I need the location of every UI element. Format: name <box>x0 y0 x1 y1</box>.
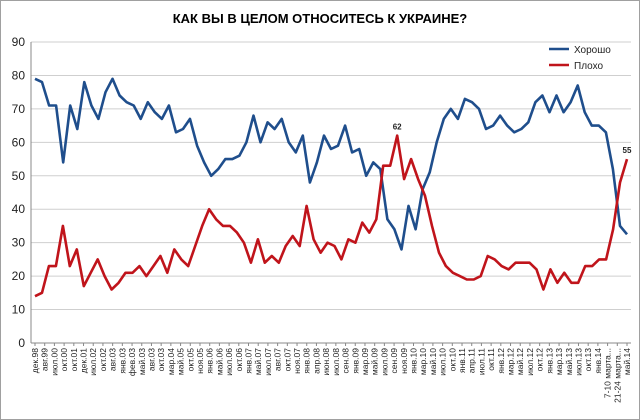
x-tick-label: янв.03 <box>117 348 127 374</box>
x-tick-label: май.10 <box>428 348 438 375</box>
x-tick-label: авг.07 <box>273 348 283 371</box>
x-tick-label: окт.13 <box>583 348 593 372</box>
x-tick-label: май.03 <box>137 348 147 375</box>
y-tick-label: 0 <box>18 336 25 350</box>
y-tick-label: 10 <box>12 303 26 317</box>
x-tick-label: янв.07 <box>244 348 254 374</box>
x-tick-label: мар.09 <box>360 348 370 375</box>
x-tick-label: май.14 <box>622 348 632 375</box>
x-tick-label: ноя.07 <box>292 348 302 374</box>
x-tick-label: май.12 <box>515 348 525 375</box>
x-tick-label: май.07 <box>253 348 263 375</box>
x-tick-label: мар.13 <box>554 348 564 375</box>
data-labels: 62 55 <box>393 123 632 155</box>
x-tick-label: апр.11 <box>467 348 477 374</box>
data-label: 62 <box>393 123 402 132</box>
x-tick-label: янв.09 <box>350 348 360 374</box>
x-tick-label: мар.04 <box>166 348 176 375</box>
x-tick-label: сен.09 <box>389 348 399 374</box>
x-tick-label: янв.14 <box>593 348 603 374</box>
x-tick-label: июл.13 <box>573 348 583 376</box>
x-tick-label: 21-24 марта... <box>612 348 622 403</box>
x-tick-label: июл.08 <box>331 348 341 376</box>
x-tick-label: дек.01 <box>79 348 89 373</box>
x-tick-label: окт.10 <box>447 348 457 372</box>
x-tick-label: июл.10 <box>438 348 448 376</box>
x-tick-label: мар.10 <box>418 348 428 375</box>
x-tick-label: окт.11 <box>486 348 496 371</box>
x-tick-label: июл.11 <box>476 348 486 375</box>
x-tick-label: янв.06 <box>205 348 215 374</box>
x-tick-label: окт.06 <box>234 348 244 372</box>
y-tick-label: 40 <box>12 202 26 216</box>
y-tick-label: 70 <box>12 102 26 116</box>
x-tick-label: авг.99 <box>40 348 50 371</box>
chart-title: КАК ВЫ В ЦЕЛОМ ОТНОСИТЕСЬ К УКРАИНЕ? <box>172 11 468 26</box>
x-tick-label: янв.11 <box>457 348 467 373</box>
x-tick-label: окт.02 <box>98 348 108 372</box>
x-tick-label: апр.08 <box>311 348 321 374</box>
x-tick-label: янв.13 <box>544 348 554 374</box>
x-tick-label: май.06 <box>214 348 224 375</box>
grid-lines <box>31 41 631 344</box>
series-line-bad <box>34 134 629 298</box>
legend: Хорошо Плохо <box>549 45 611 72</box>
legend-label: Плохо <box>574 61 603 72</box>
series-line-good <box>34 77 628 251</box>
x-tick-label: ноя.09 <box>399 348 409 374</box>
x-tick-label: янв.10 <box>408 348 418 374</box>
x-tick-label: июл.06 <box>224 348 234 376</box>
data-label: 55 <box>623 146 632 155</box>
y-tick-label: 20 <box>12 269 26 283</box>
x-tick-label: авг.03 <box>108 348 118 371</box>
x-tick-label: фев.03 <box>127 348 137 376</box>
x-tick-label: авг.03 <box>146 348 156 371</box>
x-tick-label: 7-10 марта... <box>603 348 613 398</box>
y-tick-label: 90 <box>12 35 26 49</box>
x-tick-label: май.09 <box>370 348 380 375</box>
x-tick-label: май.13 <box>564 348 574 375</box>
x-tick-label: окт.12 <box>535 348 545 372</box>
x-tick-label: июл.12 <box>525 348 535 376</box>
x-tick-label: июл.07 <box>263 348 273 376</box>
x-tick-label: май.05 <box>176 348 186 375</box>
x-tick-label: июн.08 <box>321 348 331 376</box>
x-tick-label: ноя.05 <box>195 348 205 374</box>
x-tick-label: янв.12 <box>496 348 506 374</box>
y-tick-label: 30 <box>12 236 26 250</box>
x-tick-label: окт.00 <box>59 348 69 372</box>
y-tick-label: 60 <box>12 135 26 149</box>
legend-label: Хорошо <box>574 45 611 56</box>
x-tick-label: дек.98 <box>30 348 40 373</box>
y-tick-label: 50 <box>12 169 26 183</box>
x-tick-label: июл.09 <box>379 348 389 376</box>
x-tick-label: окт.01 <box>69 348 79 372</box>
x-tick-label: июл.00 <box>49 348 59 376</box>
x-tick-label: окт.03 <box>156 348 166 372</box>
x-tick-label: окт.05 <box>185 348 195 372</box>
x-tick-label: мар.12 <box>506 348 516 375</box>
x-tick-label: сен.08 <box>341 348 351 374</box>
x-tick-label: июл.02 <box>88 348 98 376</box>
x-tick-label: окт.07 <box>282 348 292 372</box>
x-tick-label: янв.08 <box>302 348 312 374</box>
series-lines <box>34 77 629 298</box>
y-tick-label: 80 <box>12 68 26 82</box>
